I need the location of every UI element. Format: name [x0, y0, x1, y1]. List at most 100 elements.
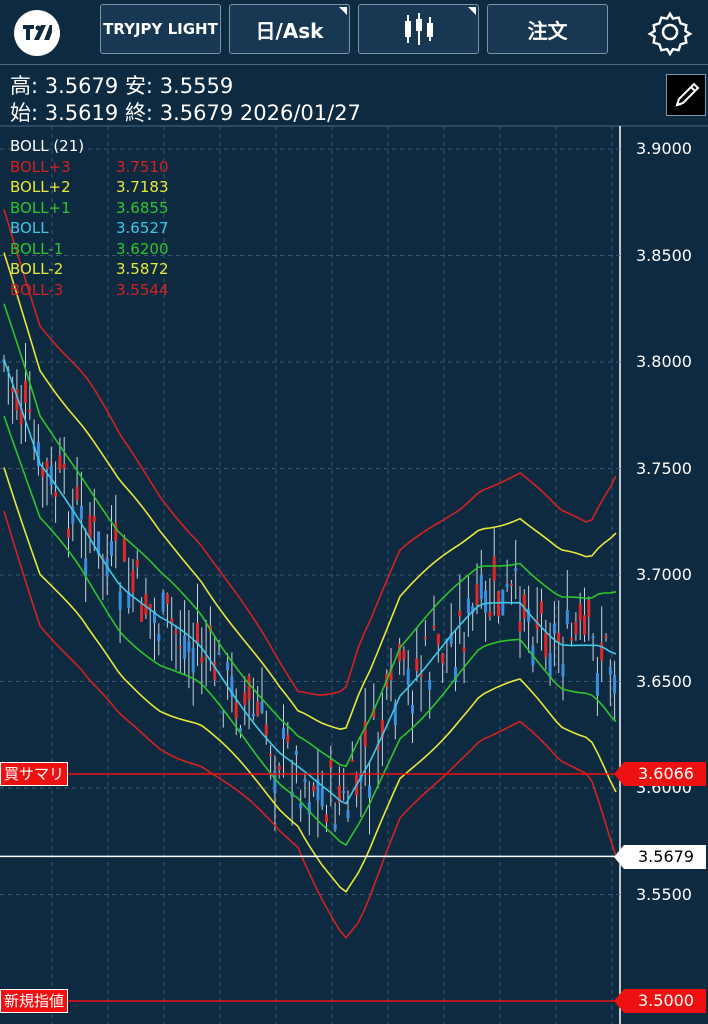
dropdown-corner-icon	[468, 7, 476, 15]
legend-row: BOLL+2 3.7183	[10, 177, 196, 198]
price-lines	[0, 773, 620, 1002]
open-value: 3.5619	[44, 101, 119, 125]
candle-body	[419, 673, 423, 677]
candle-body	[393, 702, 397, 726]
candle-body	[535, 619, 539, 630]
candle-body	[251, 713, 255, 717]
legend-series-value: 3.6855	[116, 198, 169, 217]
candle-body	[488, 611, 492, 617]
candle-body	[583, 615, 586, 635]
ohlc-line-2: 始: 3.5619 終: 3.5679 2026/01/27	[10, 97, 361, 127]
candle-body	[84, 558, 88, 577]
candle-body	[497, 591, 500, 617]
candle-body	[58, 455, 62, 470]
settings-gear-icon[interactable]	[646, 8, 694, 56]
candle-body	[165, 593, 169, 604]
candle-body	[230, 676, 234, 697]
candle-body	[492, 556, 496, 581]
legend-series-name: BOLL-1	[10, 239, 64, 258]
candle-body	[325, 814, 328, 823]
candle-body	[509, 583, 513, 586]
candle-body	[213, 662, 217, 680]
candle-body	[148, 604, 152, 609]
candle-body	[256, 701, 260, 716]
candle-body	[62, 464, 66, 469]
candle-body	[441, 654, 445, 664]
candle-body	[342, 790, 346, 793]
candle-body	[187, 641, 191, 652]
high-label: 高:	[10, 74, 39, 98]
candle-body	[540, 601, 543, 614]
candle-body	[247, 675, 251, 700]
candle-body	[312, 785, 316, 792]
candle-body	[110, 541, 113, 556]
candle-body	[471, 606, 475, 613]
candle-body	[140, 603, 144, 622]
candle-body	[239, 728, 242, 732]
candle-body	[243, 692, 247, 705]
bollinger-band-line	[3, 252, 617, 731]
candle-body	[92, 516, 96, 522]
candle-body	[372, 707, 376, 718]
indicator-legend[interactable]: BOLL (21) BOLL+3 3.7510 BOLL+2 3.7183 BOLL+1…	[10, 136, 196, 300]
drawing-tool-button[interactable]	[666, 74, 706, 116]
candle-body	[428, 679, 432, 690]
order-button[interactable]: 注文	[487, 4, 608, 54]
candle-body	[178, 646, 182, 649]
candle-body	[432, 625, 436, 629]
legend-row: BOLL-3 3.5544	[10, 280, 196, 301]
candle-body	[398, 643, 402, 662]
candle-body	[350, 759, 354, 762]
candle-body	[226, 662, 230, 671]
symbol-label: TRYJPY LIGHT	[103, 20, 218, 38]
limit-order-line-label[interactable]: 新規指値	[0, 989, 69, 1013]
legend-series-name: BOLL+1	[10, 198, 71, 217]
candle-body	[264, 724, 268, 736]
bollinger-band-line	[3, 510, 617, 939]
legend-row: BOLL-2 3.5872	[10, 259, 196, 280]
candle-body	[346, 810, 350, 819]
legend-row: BOLL+3 3.7510	[10, 157, 196, 178]
candle-body	[591, 636, 595, 639]
candle-body	[122, 538, 126, 562]
candlestick-icon	[404, 13, 433, 45]
candle-body	[337, 785, 341, 803]
legend-series-name: BOLL+2	[10, 178, 71, 196]
tradingview-logo-icon[interactable]	[14, 10, 60, 56]
bollinger-band-line	[3, 359, 617, 805]
candle-body	[376, 743, 380, 751]
legend-series-value: 3.7183	[116, 178, 169, 196]
candle-body	[71, 506, 75, 524]
candle-body	[484, 590, 488, 613]
candle-body	[552, 623, 556, 634]
candle-body	[170, 618, 174, 625]
timeframe-button[interactable]: 日/Ask	[229, 4, 350, 54]
candle-body	[415, 658, 419, 671]
position-line-label[interactable]: 買サマリ	[0, 762, 69, 786]
symbol-button[interactable]: TRYJPY LIGHT	[100, 4, 221, 54]
candle-body	[303, 778, 307, 783]
candle-body	[204, 654, 208, 658]
candle-body	[333, 824, 337, 830]
candle-body	[157, 633, 161, 641]
candle-body	[45, 460, 49, 469]
candle-body	[174, 630, 178, 634]
candle-body	[458, 610, 462, 617]
candle-body	[24, 380, 27, 404]
candle-body	[294, 750, 298, 756]
candle-body	[462, 647, 466, 652]
price-axis-tick: 3.7500	[636, 458, 692, 478]
candle-body	[196, 622, 199, 644]
candle-body	[114, 523, 118, 541]
candle-body	[557, 632, 561, 644]
candle-body	[299, 803, 303, 809]
candle-body	[368, 785, 371, 798]
candle-body	[436, 633, 440, 645]
candle-body	[389, 667, 393, 680]
chart-type-button[interactable]	[358, 4, 479, 54]
candle-body	[561, 664, 565, 677]
candle-body	[544, 632, 548, 658]
candle-body	[522, 594, 526, 619]
open-label: 始:	[10, 101, 39, 125]
